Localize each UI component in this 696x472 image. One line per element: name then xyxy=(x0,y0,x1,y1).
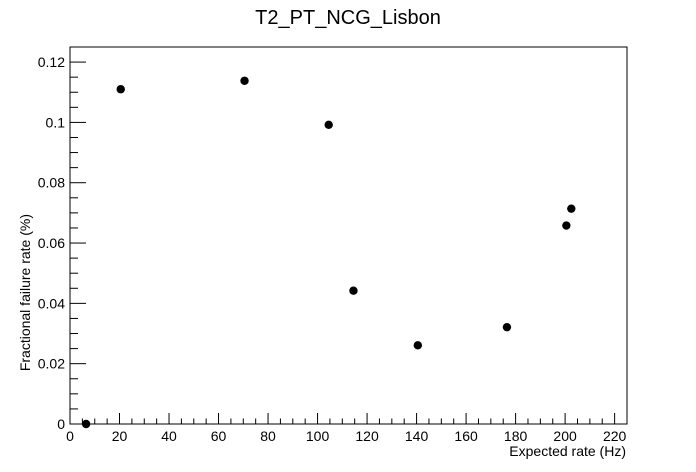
data-point xyxy=(349,286,358,295)
x-tick-label: 200 xyxy=(553,428,577,444)
y-tick-label: 0.08 xyxy=(38,175,65,191)
x-tick-label: 20 xyxy=(112,428,128,444)
x-tick-label: 220 xyxy=(603,428,627,444)
x-tick-label: 0 xyxy=(66,428,74,444)
plot-frame xyxy=(69,46,628,425)
x-tick-labels: 0 20 40 60 80 100 120 140 160 180 200 220 xyxy=(66,428,626,444)
x-tick-label: 40 xyxy=(161,428,177,444)
y-tick-labels: 0 0.02 0.04 0.06 0.08 0.1 0.12 xyxy=(38,54,65,432)
data-point xyxy=(116,85,125,94)
chart-title: T2_PT_NCG_Lisbon xyxy=(255,7,441,29)
y-tick-label: 0 xyxy=(57,416,65,432)
data-point xyxy=(324,120,333,130)
x-tick-label: 160 xyxy=(454,428,478,444)
x-axis-label: Expected rate (Hz) xyxy=(509,443,626,459)
data-point xyxy=(567,204,576,213)
data-point xyxy=(240,76,249,85)
y-tick-label: 0.04 xyxy=(38,295,65,311)
y-tick-label: 0.12 xyxy=(38,54,65,70)
y-tick-label: 0.1 xyxy=(46,114,66,130)
y-tick-label: 0.02 xyxy=(38,356,65,372)
data-points xyxy=(81,76,576,429)
data-point xyxy=(413,341,423,350)
x-tick-label: 100 xyxy=(306,428,330,444)
x-tick-label: 80 xyxy=(260,428,276,444)
x-tick-label: 140 xyxy=(405,428,429,444)
y-tick-label: 0.06 xyxy=(38,235,65,251)
data-point xyxy=(502,322,512,332)
axis-ticks xyxy=(69,46,628,425)
data-point xyxy=(562,221,571,230)
x-tick-label: 120 xyxy=(355,428,379,444)
x-tick-label: 60 xyxy=(211,428,227,444)
x-tick-label: 180 xyxy=(504,428,528,444)
y-axis-label: Fractional failure rate (%) xyxy=(17,214,33,371)
data-point xyxy=(81,419,91,429)
